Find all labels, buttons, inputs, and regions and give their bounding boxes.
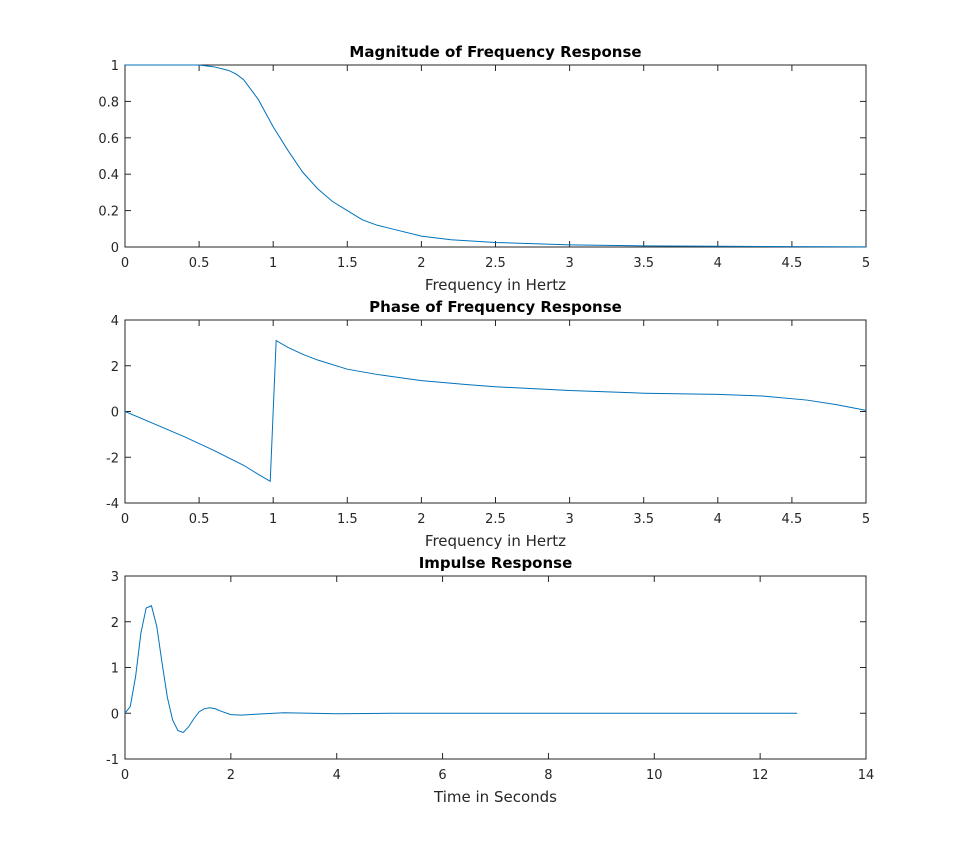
- x-tick-label: 3.5: [633, 512, 654, 527]
- axes-2: 0 0.5 1 1.5 2 2.5 3 3.5 4 4.5 5 -4 -2 0 2 4 Phase of Fre…: [106, 298, 870, 550]
- x-tick-label: 1.5: [337, 512, 358, 527]
- y-tick-label: 0.2: [98, 205, 119, 220]
- chart-title: Impulse Response: [419, 554, 573, 572]
- y-tick-label: 0.6: [98, 132, 119, 147]
- y-tick-label: 3: [111, 570, 119, 585]
- y-tick-label: 1: [111, 59, 119, 74]
- y-tick-label: 0.8: [98, 95, 119, 110]
- x-tick-label: 0.5: [189, 512, 210, 527]
- y-tick-label: 0: [111, 241, 119, 256]
- x-tick-label: 5: [862, 512, 870, 527]
- series-line: [125, 64, 867, 248]
- x-tick-label: 14: [858, 768, 875, 783]
- y-tick-label: 0: [111, 406, 119, 421]
- x-tick-label: 0: [121, 768, 129, 783]
- x-tick-label: 1: [269, 256, 277, 271]
- x-tick-label: 1: [269, 512, 277, 527]
- x-tick-label: 5: [862, 256, 870, 271]
- x-tick-label: 3.5: [633, 256, 654, 271]
- plot-frame: [124, 319, 867, 504]
- chart-title: Magnitude of Frequency Response: [349, 43, 641, 61]
- plot-frame: [124, 575, 867, 760]
- x-tick-label: 4: [333, 768, 341, 783]
- axes-1: 0 0.5 1 1.5 2 2.5 3 3.5 4 4.5 5 0 0.2 0.4 0.6 0.8 1 Magni…: [98, 43, 870, 294]
- x-tick-label: 0: [121, 512, 129, 527]
- plot-frame: [124, 64, 867, 248]
- y-tick-label: 1: [111, 662, 119, 677]
- x-tick-label: 2: [227, 768, 235, 783]
- chart-title: Phase of Frequency Response: [369, 298, 622, 316]
- x-tick-label: 4.5: [782, 256, 803, 271]
- x-tick-label: 0: [121, 256, 129, 271]
- y-tick-label: 0: [111, 707, 119, 722]
- x-tick-label: 8: [544, 768, 552, 783]
- y-tick-label: 2: [111, 616, 119, 631]
- x-tick-label: 6: [438, 768, 446, 783]
- x-axis-label: Time in Seconds: [433, 788, 557, 806]
- x-tick-label: 2.5: [485, 256, 506, 271]
- x-tick-label: 4.5: [782, 512, 803, 527]
- x-tick-label: 3: [565, 512, 573, 527]
- y-tick-label: 4: [111, 314, 119, 329]
- x-tick-label: 12: [752, 768, 769, 783]
- x-axis-label: Frequency in Hertz: [425, 532, 566, 550]
- y-tick-label: 2: [111, 360, 119, 375]
- x-tick-label: 3: [565, 256, 573, 271]
- x-tick-label: 10: [646, 768, 663, 783]
- y-tick-label: 0.4: [98, 168, 119, 183]
- x-axis-label: Frequency in Hertz: [425, 276, 566, 294]
- y-tick-label: -1: [106, 753, 119, 768]
- x-tick-label: 1.5: [337, 256, 358, 271]
- x-tick-label: 4: [714, 256, 722, 271]
- series-line: [124, 339, 867, 483]
- x-tick-label: 2.5: [485, 512, 506, 527]
- y-tick-label: -2: [106, 451, 119, 466]
- x-tick-label: 4: [714, 512, 722, 527]
- y-tick-label: -4: [106, 497, 119, 512]
- x-tick-label: 2: [417, 512, 425, 527]
- x-tick-label: 0.5: [189, 256, 210, 271]
- x-tick-label: 2: [417, 256, 425, 271]
- series-line: [124, 605, 798, 734]
